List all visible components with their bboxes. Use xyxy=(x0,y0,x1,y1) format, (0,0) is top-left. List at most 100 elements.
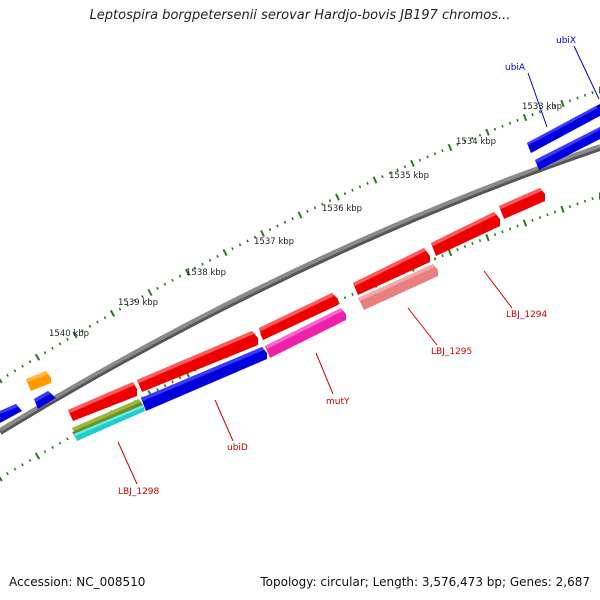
inner-tick xyxy=(58,441,62,445)
inner-tick xyxy=(576,202,579,206)
feature-ubiA-lower[interactable] xyxy=(535,127,600,170)
feature-ubiX[interactable] xyxy=(527,104,600,153)
gene-label-mutY[interactable]: mutY xyxy=(326,397,350,407)
callout-LBJ_1294 xyxy=(483,270,513,309)
outer-tick xyxy=(381,175,384,179)
inner-tick xyxy=(508,227,512,231)
feature-red-mid[interactable] xyxy=(259,293,338,340)
gene-label-ubiX[interactable]: ubiX xyxy=(556,36,576,46)
feature-LBJ_1294-a[interactable] xyxy=(353,248,430,295)
gene-label-LBJ_1298[interactable]: LBJ_1298 xyxy=(118,487,160,497)
outer-tick xyxy=(66,337,69,341)
gene-label-ubiD[interactable]: ubiD xyxy=(227,443,248,453)
backbone-shadow xyxy=(0,145,600,435)
accession-text: Accession: NC_008510 xyxy=(9,575,146,589)
feature-ubiD[interactable] xyxy=(141,347,267,411)
inner-tick xyxy=(343,296,347,300)
inner-tick xyxy=(34,452,41,460)
callout-lines xyxy=(117,45,600,485)
scale-label-1540: 1540 kbp xyxy=(49,329,89,339)
outer-tick xyxy=(291,217,294,221)
inner-tick xyxy=(66,437,69,441)
outer-tick xyxy=(88,324,92,328)
inner-tick xyxy=(522,219,528,227)
feature-blue-small-a[interactable] xyxy=(34,391,56,409)
gene-label-LBJ_1294[interactable]: LBJ_1294 xyxy=(506,310,548,320)
outer-tick xyxy=(516,118,519,122)
callout-ubiA xyxy=(527,72,548,128)
outer-tick xyxy=(43,351,47,355)
scale-label-1535: 1535 kbp xyxy=(389,171,429,181)
gene-label-ubiA[interactable]: ubiA xyxy=(505,63,526,73)
inner-tick xyxy=(351,292,354,296)
feature-LBJ_1298-red[interactable] xyxy=(68,382,137,421)
outer-tick xyxy=(193,266,197,270)
outer-tick xyxy=(522,113,528,122)
outer-tick xyxy=(463,139,467,143)
outer-tick xyxy=(343,192,347,196)
outer-tick xyxy=(184,268,191,276)
outer-tick xyxy=(147,288,153,297)
scale-label-1538: 1538 kbp xyxy=(186,268,226,278)
inner-tick xyxy=(583,199,587,203)
outer-tick xyxy=(201,262,204,266)
outer-tick xyxy=(426,155,429,159)
feature-red-long[interactable] xyxy=(137,331,258,392)
feature-LBJ_1294-b[interactable] xyxy=(431,212,500,256)
inner-tick xyxy=(501,230,504,234)
inner-tick xyxy=(591,197,594,201)
inner-tick xyxy=(485,233,490,242)
outer-tick xyxy=(103,316,107,320)
feature-mutY[interactable] xyxy=(265,308,346,358)
outer-tick xyxy=(163,282,167,286)
inner-tick xyxy=(531,218,534,222)
outer-tick xyxy=(321,202,324,206)
inner-tick xyxy=(43,450,47,454)
outer-tick xyxy=(81,329,84,333)
outer-tick xyxy=(478,133,482,137)
outer-tick xyxy=(485,128,490,136)
outer-tick xyxy=(246,239,249,243)
feature-LBJ_1298-olive[interactable] xyxy=(72,399,143,434)
feature-LBJ_1295[interactable] xyxy=(358,264,438,310)
outer-tick xyxy=(372,176,378,184)
feature-LBJ_1294-c[interactable] xyxy=(499,188,545,219)
outer-tick xyxy=(178,274,182,278)
outer-tick xyxy=(216,254,219,258)
outer-tick xyxy=(388,171,392,175)
inner-tick xyxy=(178,376,182,380)
feature-LBJ_1298-cyan[interactable] xyxy=(74,405,145,441)
outer-tick xyxy=(418,158,422,162)
feature-orange-gene[interactable] xyxy=(26,371,51,391)
outer-tick xyxy=(351,188,354,192)
outer-tick xyxy=(493,127,497,131)
outer-tick xyxy=(447,143,453,152)
backbone xyxy=(0,144,600,432)
outer-tick xyxy=(403,165,407,169)
outer-tick xyxy=(433,152,437,156)
scale-label-1539: 1539 kbp xyxy=(118,298,158,308)
outer-tick xyxy=(118,307,122,311)
inner-tick xyxy=(6,472,9,476)
feature-blue-small-b[interactable] xyxy=(0,404,22,423)
outer-tick xyxy=(297,211,303,219)
outer-tick xyxy=(456,142,459,146)
outer-tick xyxy=(276,224,279,228)
outer-tick xyxy=(126,303,129,307)
inner-tick xyxy=(447,249,453,257)
outer-tick xyxy=(366,181,369,185)
gene-label-LBJ_1295[interactable]: LBJ_1295 xyxy=(431,347,472,357)
inner-tick xyxy=(171,380,174,384)
map-title: Leptospira borgpetersenii serovar Hardjo… xyxy=(89,8,511,23)
inner-tick xyxy=(493,233,497,237)
outer-tick xyxy=(231,247,234,251)
inner-tick xyxy=(433,257,437,261)
inner-tick xyxy=(0,476,3,482)
outer-tick xyxy=(553,104,557,108)
outer-tick xyxy=(58,342,62,346)
outer-tick xyxy=(222,248,228,257)
outer-tick-ring xyxy=(0,86,600,384)
outer-tick xyxy=(560,99,565,108)
outer-tick xyxy=(531,113,534,117)
outer-tick xyxy=(313,206,317,210)
